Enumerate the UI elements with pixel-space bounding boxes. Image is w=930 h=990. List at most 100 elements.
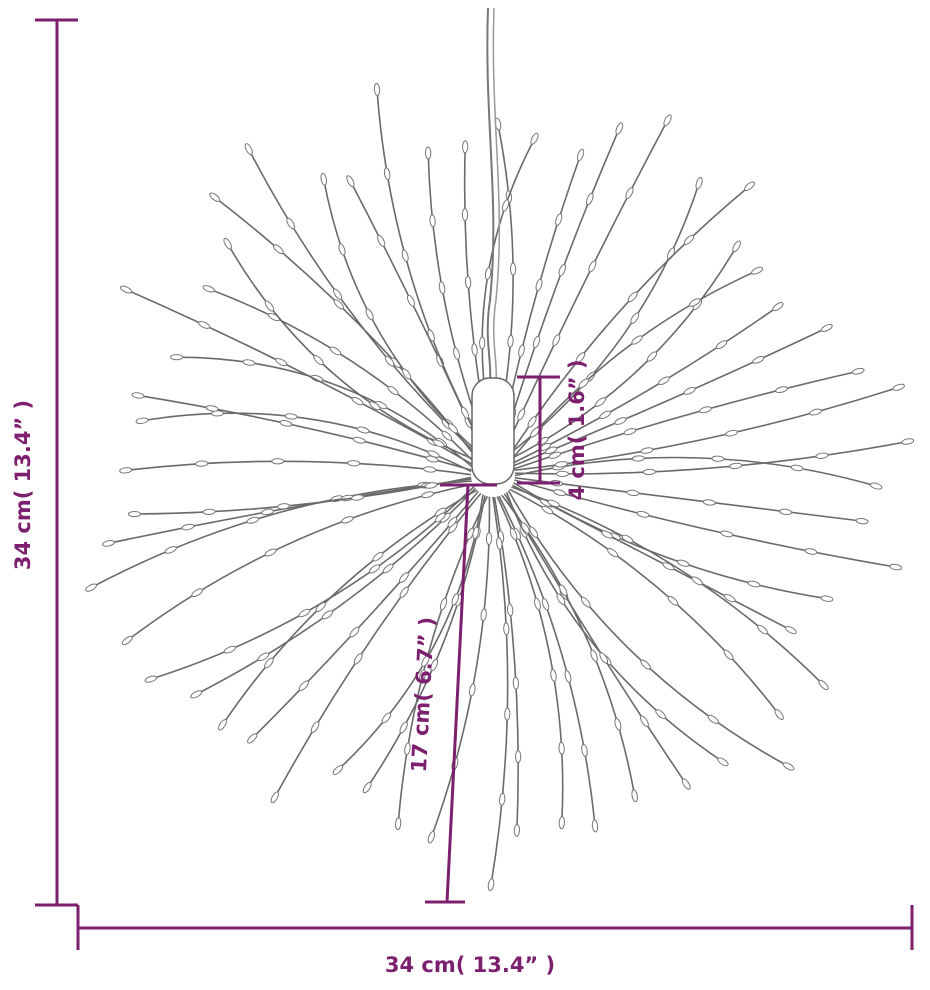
led xyxy=(711,455,725,462)
led xyxy=(321,610,334,620)
led xyxy=(202,508,216,515)
led xyxy=(658,376,670,386)
led xyxy=(626,489,640,497)
led xyxy=(387,385,399,396)
led xyxy=(313,355,324,366)
led xyxy=(772,301,784,312)
led xyxy=(244,143,253,156)
ray xyxy=(513,482,828,600)
led xyxy=(591,819,599,833)
led xyxy=(744,181,755,191)
led xyxy=(707,714,719,724)
led xyxy=(427,329,435,342)
led xyxy=(552,334,561,347)
led xyxy=(217,719,227,731)
led xyxy=(273,244,284,255)
led xyxy=(555,470,569,477)
led xyxy=(181,523,195,531)
led xyxy=(631,335,643,345)
led xyxy=(102,540,115,547)
led xyxy=(630,312,640,324)
led xyxy=(869,482,883,490)
led xyxy=(264,300,275,312)
led xyxy=(257,652,270,662)
led xyxy=(427,831,436,844)
led xyxy=(264,657,274,669)
led xyxy=(381,712,392,724)
led xyxy=(279,420,293,427)
led xyxy=(135,417,149,424)
led xyxy=(506,603,514,617)
led xyxy=(507,334,514,348)
led xyxy=(286,217,295,230)
led xyxy=(529,526,539,538)
led xyxy=(346,175,355,188)
led xyxy=(384,355,395,367)
led xyxy=(586,192,594,206)
led xyxy=(625,187,634,200)
led xyxy=(631,455,645,462)
led xyxy=(223,645,236,654)
led xyxy=(541,505,554,515)
led xyxy=(615,122,624,135)
led xyxy=(144,675,158,683)
led xyxy=(447,423,459,434)
led xyxy=(517,408,526,421)
led xyxy=(425,146,432,160)
led xyxy=(667,595,679,606)
width-label: 34 cm( 13.4” ) xyxy=(385,953,555,977)
led xyxy=(901,438,915,445)
ray xyxy=(125,460,472,476)
led xyxy=(663,114,672,127)
led xyxy=(774,708,784,720)
led xyxy=(614,717,622,731)
led xyxy=(715,340,728,350)
led xyxy=(555,461,568,468)
led xyxy=(484,267,492,280)
led xyxy=(275,358,288,367)
led xyxy=(267,313,280,322)
led xyxy=(503,622,510,636)
ray xyxy=(512,327,828,467)
led xyxy=(468,683,476,697)
led xyxy=(277,503,291,510)
led xyxy=(520,522,530,534)
led xyxy=(723,594,736,603)
led xyxy=(190,690,203,699)
led xyxy=(352,436,366,444)
led xyxy=(515,750,522,764)
led xyxy=(547,499,560,508)
led xyxy=(527,416,537,428)
cap xyxy=(471,377,515,485)
led xyxy=(395,817,402,831)
led xyxy=(264,548,277,557)
led xyxy=(398,572,409,583)
cap-dimension: 4 cm( 1.6” ) xyxy=(517,359,589,501)
led xyxy=(421,491,435,499)
led xyxy=(558,816,565,830)
led xyxy=(246,516,260,524)
led xyxy=(683,234,695,245)
led xyxy=(119,467,133,474)
led xyxy=(779,508,793,516)
led xyxy=(399,586,409,598)
led xyxy=(270,791,279,804)
led xyxy=(581,743,588,757)
led xyxy=(588,260,597,273)
led xyxy=(691,576,703,586)
led xyxy=(818,679,829,691)
height-label: 34 cm( 13.4” ) xyxy=(11,400,35,570)
led xyxy=(747,580,761,588)
ray xyxy=(501,494,636,796)
ray xyxy=(221,489,478,726)
led xyxy=(198,320,211,329)
led xyxy=(119,285,133,294)
led xyxy=(790,464,804,472)
led xyxy=(471,343,478,357)
led xyxy=(353,653,363,665)
led xyxy=(460,406,470,419)
led xyxy=(509,262,517,276)
led xyxy=(892,383,905,391)
ray xyxy=(509,488,780,715)
led xyxy=(499,792,506,806)
